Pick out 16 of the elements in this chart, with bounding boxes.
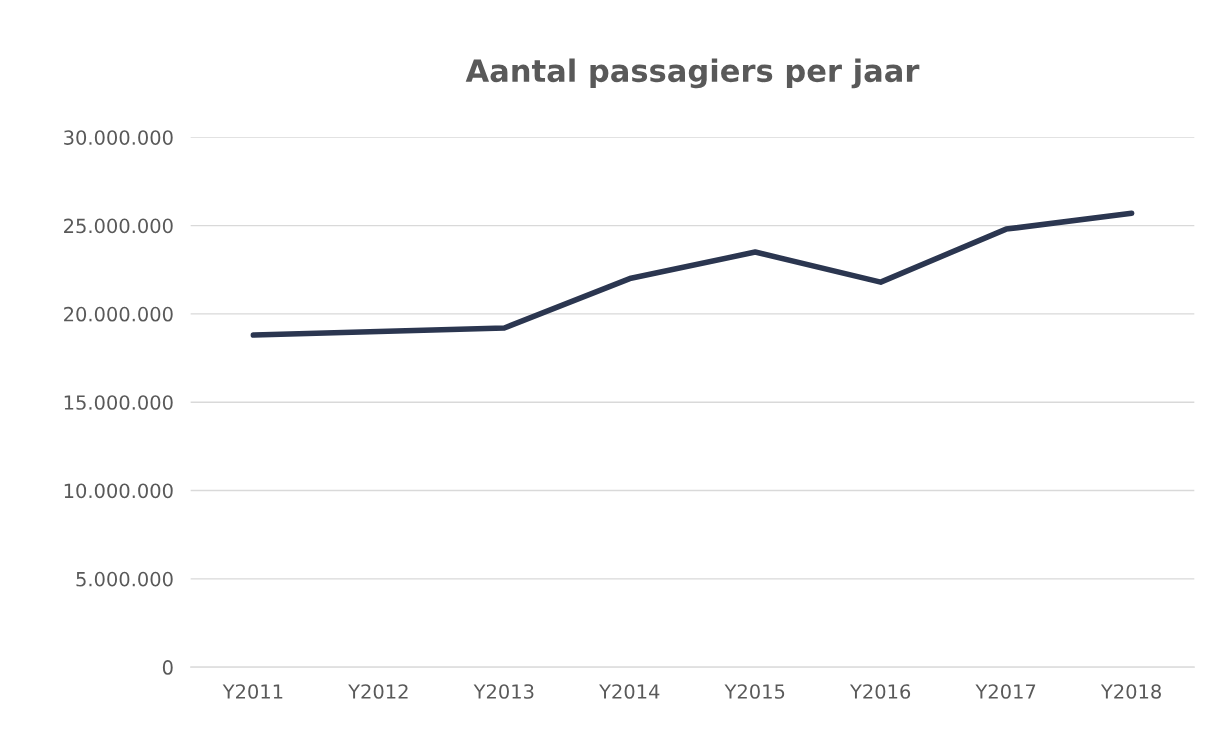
y-tick-label: 5.000.000 <box>76 571 173 587</box>
x-tick-label: Y2011 <box>222 684 283 699</box>
y-tick-label: 0 <box>162 660 173 675</box>
x-tick-label: Y2014 <box>599 684 660 699</box>
y-tick-label: 20.000.000 <box>64 306 173 322</box>
y-tick-label: 30.000.000 <box>64 130 173 145</box>
chart-title: Aantal passagiers per jaar <box>465 58 920 89</box>
y-tick-label: 10.000.000 <box>64 483 173 499</box>
x-tick-label: Y2017 <box>975 684 1036 699</box>
y-tick-label: 25.000.000 <box>64 218 173 234</box>
x-tick-label: Y2016 <box>849 684 911 699</box>
x-tick-label: Y2013 <box>473 684 534 699</box>
x-tick-label: Y2012 <box>348 684 408 699</box>
y-tick-label: 15.000.000 <box>64 395 173 410</box>
x-tick-label: Y2015 <box>724 684 785 699</box>
x-tick-label: Y2018 <box>1100 684 1161 699</box>
